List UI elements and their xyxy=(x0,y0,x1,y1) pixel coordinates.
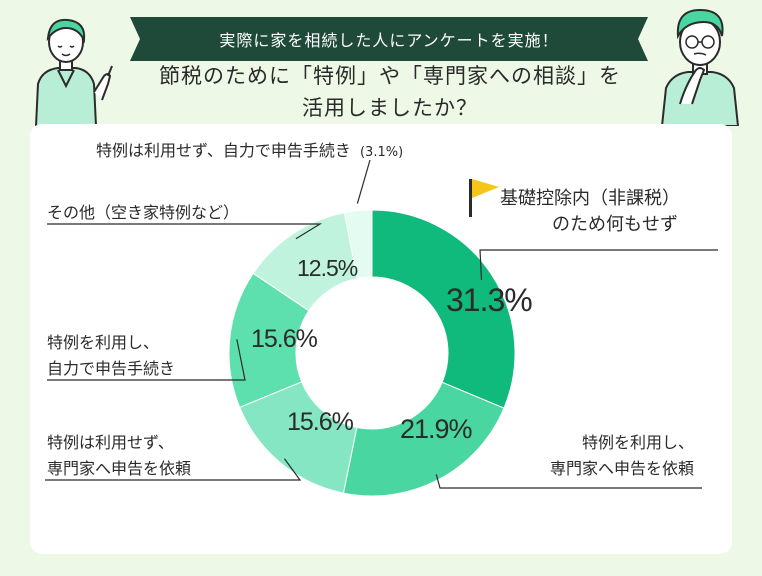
title-line-1: 節税のために「特例」や「専門家への相談」を xyxy=(159,64,621,88)
slice-5-label-text: 特例は利用せず、自力で申告手続き xyxy=(96,141,351,160)
leader-line-4 xyxy=(47,223,323,240)
slice-5-percent: (3.1%) xyxy=(359,145,404,160)
slice-3-label: 特例を利用し、 自力で申告手続き xyxy=(47,330,175,382)
slice-0-label-line-2: のため何もせず xyxy=(552,214,678,235)
slice-3-percent: 15.6% xyxy=(251,325,318,353)
slice-1-label: 特例を利用し、 専門家へ申告を依頼 xyxy=(550,430,694,482)
banner-ribbon xyxy=(130,17,648,61)
title-line-2: 活用しましたか？ xyxy=(302,96,478,120)
slice-0-label: 基礎控除内（非課税） のため何もせず xyxy=(500,186,680,238)
slice-3-label-line-1: 特例を利用し、 xyxy=(47,333,160,352)
flag-icon xyxy=(469,179,499,217)
slice-4-label-line-1: その他（空き家特例など） xyxy=(47,203,240,222)
donut-slice-1 xyxy=(342,381,505,497)
slice-1-label-line-1: 特例を利用し、 xyxy=(581,433,694,452)
slice-4-percent: 12.5% xyxy=(297,255,358,281)
slice-2-label: 特例は利用せず、 専門家へ申告を依頼 xyxy=(47,430,191,482)
donut-slice-0 xyxy=(371,209,516,409)
slice-2-label-line-1: 特例は利用せず、 xyxy=(47,433,174,452)
leader-line-3 xyxy=(47,339,246,381)
leader-line-0 xyxy=(479,249,718,281)
thinking-person-icon xyxy=(660,8,740,126)
leader-line-5 xyxy=(356,159,371,204)
pointing-person-icon xyxy=(34,18,113,126)
slice-1-percent: 21.9% xyxy=(400,414,473,444)
slice-3-label-line-2: 自力で申告手続き xyxy=(47,359,176,378)
donut-slice-5 xyxy=(343,209,373,280)
slice-0-percent: 31.3% xyxy=(446,282,533,318)
banner-text: 実際に家を相続した人にアンケートを実施！ xyxy=(219,31,559,50)
slice-1-label-line-2: 専門家へ申告を依頼 xyxy=(549,459,694,478)
leader-line-2 xyxy=(45,458,302,481)
slice-2-label-line-2: 専門家へ申告を依頼 xyxy=(47,459,192,478)
survey-banner: 実際に家を相続した人にアンケートを実施！ xyxy=(130,17,648,61)
slice-5-label: 特例は利用せず、自力で申告手続き (3.1%) xyxy=(96,138,403,166)
slice-4-label: その他（空き家特例など） xyxy=(47,200,239,226)
slice-0-label-line-1: 基礎控除内（非課税） xyxy=(500,188,680,209)
page-title: 節税のために「特例」や「専門家への相談」を 活用しましたか？ xyxy=(110,60,670,124)
slice-2-percent: 15.6% xyxy=(287,408,354,436)
leader-line-1 xyxy=(435,474,702,489)
